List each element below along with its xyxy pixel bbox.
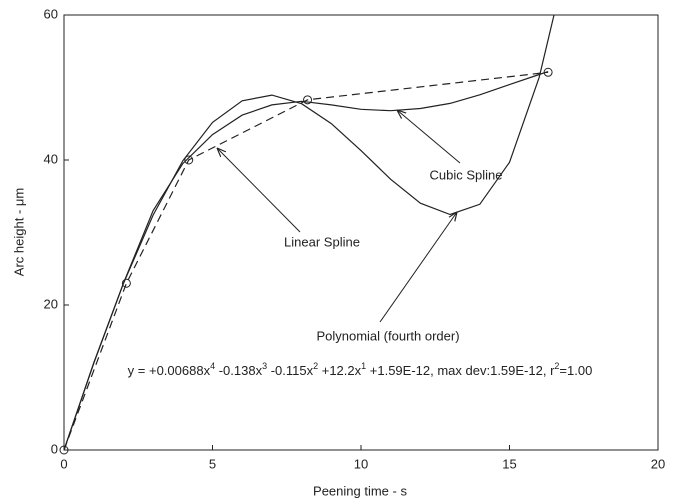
equation-text: =1.00 — [559, 363, 592, 378]
y-tick-label: 0 — [51, 441, 58, 456]
data-point — [184, 155, 194, 165]
equation-text: -0.138x — [215, 363, 262, 378]
annotation-label: Cubic Spline — [430, 167, 503, 182]
equation-text: +1.59E-12, max dev:1.59E-12, r — [366, 363, 555, 378]
equation: y = +0.00688x4 -0.138x3 -0.115x2 +12.2x1… — [128, 361, 593, 378]
plot-frame — [63, 14, 659, 451]
x-tick-label: 15 — [502, 456, 516, 471]
equation-superscript: 2 — [313, 361, 318, 371]
equation-text: -0.115x — [267, 363, 314, 378]
series-line — [64, 71, 549, 450]
equation-superscript: 3 — [262, 361, 267, 371]
y-tick-label: 40 — [44, 151, 58, 166]
annotation-label: Linear Spline — [284, 234, 360, 249]
series-line — [64, 15, 555, 450]
x-tick-label: 10 — [354, 456, 368, 471]
data-point — [303, 95, 313, 105]
annotation-arrow — [397, 110, 461, 164]
x-tick-label: 0 — [60, 456, 67, 471]
series-line — [64, 71, 549, 450]
y-tick-label: 20 — [44, 296, 58, 311]
data-point — [121, 278, 131, 288]
data-point — [543, 67, 553, 77]
x-axis-label: Peening time - s — [313, 483, 407, 498]
y-tick-label: 60 — [44, 6, 58, 21]
annotation-arrow — [379, 212, 457, 323]
equation-superscript: 1 — [361, 361, 366, 371]
equation-superscript: 4 — [210, 361, 215, 371]
annotation-label: Polynomial (fourth order) — [316, 328, 459, 343]
x-tick-label: 20 — [651, 456, 665, 471]
data-point — [59, 445, 69, 455]
x-tick-label: 5 — [209, 456, 216, 471]
equation-text: y = +0.00688x — [128, 363, 211, 378]
equation-text: +12.2x — [318, 363, 362, 378]
equation-superscript: 2 — [554, 361, 559, 371]
annotation-arrow — [217, 148, 301, 233]
y-axis-label: Arc height - μm — [11, 188, 26, 276]
